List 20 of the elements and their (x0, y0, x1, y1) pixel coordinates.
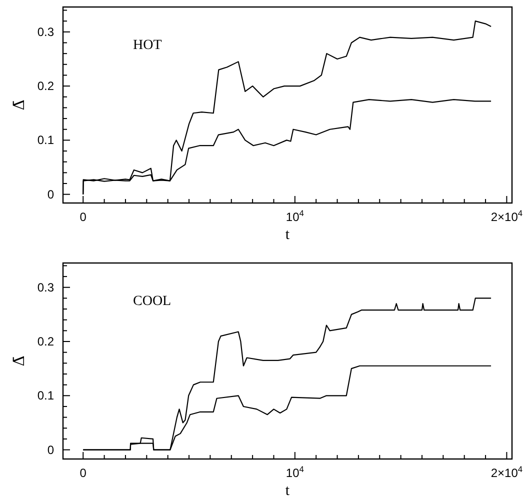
x-tick-label: 0 (80, 210, 87, 224)
annotation: HOT (133, 38, 162, 53)
y-tick-label: 0.2 (37, 79, 54, 94)
x-axis-title: t (285, 227, 290, 243)
y-axis-title: Δ̄ (10, 355, 28, 366)
y-tick-label: 0.2 (37, 334, 54, 349)
y-tick-label: 0.1 (37, 133, 54, 148)
y-axis-title: Δ̄ (10, 99, 28, 110)
annotation: COOL (133, 294, 172, 309)
y-tick-label: 0 (47, 187, 54, 202)
y-tick-label: 0.3 (37, 280, 54, 294)
x-tick-label: 2×10$^{4}$ (490, 464, 523, 480)
x-tick-label: 2×10$^{4}$ (490, 208, 523, 224)
y-tick-label: 0 (47, 442, 54, 457)
y-tick-label: 0.1 (37, 388, 54, 403)
y-tick-label: 0.3 (37, 24, 54, 39)
x-tick-label: 10$^{4}$ (286, 464, 304, 480)
x-tick-label: 10$^{4}$ (286, 208, 304, 224)
x-axis-title: t (285, 483, 290, 497)
x-tick-label: 0 (80, 466, 87, 480)
